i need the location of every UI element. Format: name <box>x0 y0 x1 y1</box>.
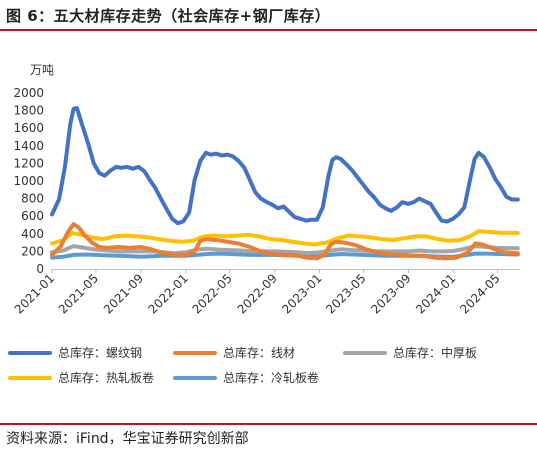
y-axis-label: 万吨 <box>30 63 54 77</box>
x-tick-label: 2023-05 <box>323 271 368 316</box>
figure-title: 图 6：五大材库存走势（社会库存+钢厂库存） <box>6 7 331 25</box>
x-tick-label: 2021-05 <box>56 271 101 316</box>
x-tick-label: 2022-01 <box>146 271 191 316</box>
y-tick-label: 1800 <box>13 104 44 118</box>
series-line-0 <box>50 106 520 226</box>
x-tick-label: 2022-05 <box>190 271 235 316</box>
series-line-3 <box>50 229 520 247</box>
legend-item-2: 总库存：中厚板 <box>343 344 477 361</box>
source-note: 资料来源：iFind，华宝证券研究创新部 <box>6 431 249 447</box>
y-tick-label: 800 <box>21 192 44 206</box>
legend-swatch <box>173 350 217 355</box>
legend-item-1: 总库存：线材 <box>173 344 295 361</box>
y-tick-label: 0 <box>36 262 44 276</box>
source-divider <box>0 423 537 425</box>
legend-swatch <box>173 375 217 380</box>
y-tick-label: 1000 <box>13 174 44 188</box>
legend-swatch <box>343 350 387 355</box>
series-line-1 <box>50 222 520 261</box>
x-tick-label: 2021-01 <box>12 271 57 316</box>
y-tick-label: 400 <box>21 227 44 241</box>
legend-label: 总库存：冷轧板卷 <box>223 371 320 385</box>
x-tick-label: 2023-01 <box>279 271 324 316</box>
chart-lines <box>50 106 520 261</box>
x-tick-label: 2021-09 <box>101 271 146 316</box>
legend-label: 总库存：中厚板 <box>393 346 478 360</box>
x-tick-label: 2024-01 <box>413 271 458 316</box>
legend-label: 总库存：热轧板卷 <box>58 371 155 385</box>
legend-swatch <box>8 375 52 380</box>
y-tick-label: 1200 <box>13 156 44 170</box>
y-tick-label: 600 <box>21 209 44 223</box>
y-tick-label: 200 <box>21 244 44 258</box>
line-chart: 0 200 400 600 800 1000 1200 1400 1600 1800 2000 202… <box>12 63 520 317</box>
y-tick-label: 1400 <box>13 139 44 153</box>
legend-item-0: 总库存：螺纹钢 <box>8 344 142 361</box>
y-tick-label: 2000 <box>13 86 44 100</box>
title-divider <box>0 29 537 31</box>
legend-label: 总库存：线材 <box>223 346 296 360</box>
legend-label: 总库存：螺纹钢 <box>58 346 143 360</box>
legend-item-3: 总库存：热轧板卷 <box>8 369 154 386</box>
x-tick-label: 2023-09 <box>368 271 413 316</box>
y-tick-label: 1600 <box>13 121 44 135</box>
x-tick-label: 2024-05 <box>457 271 502 316</box>
x-tick-label: 2022-09 <box>235 271 280 316</box>
legend-item-4: 总库存：冷轧板卷 <box>173 369 319 386</box>
series-line-2 <box>50 244 520 256</box>
legend-swatch <box>8 350 52 355</box>
